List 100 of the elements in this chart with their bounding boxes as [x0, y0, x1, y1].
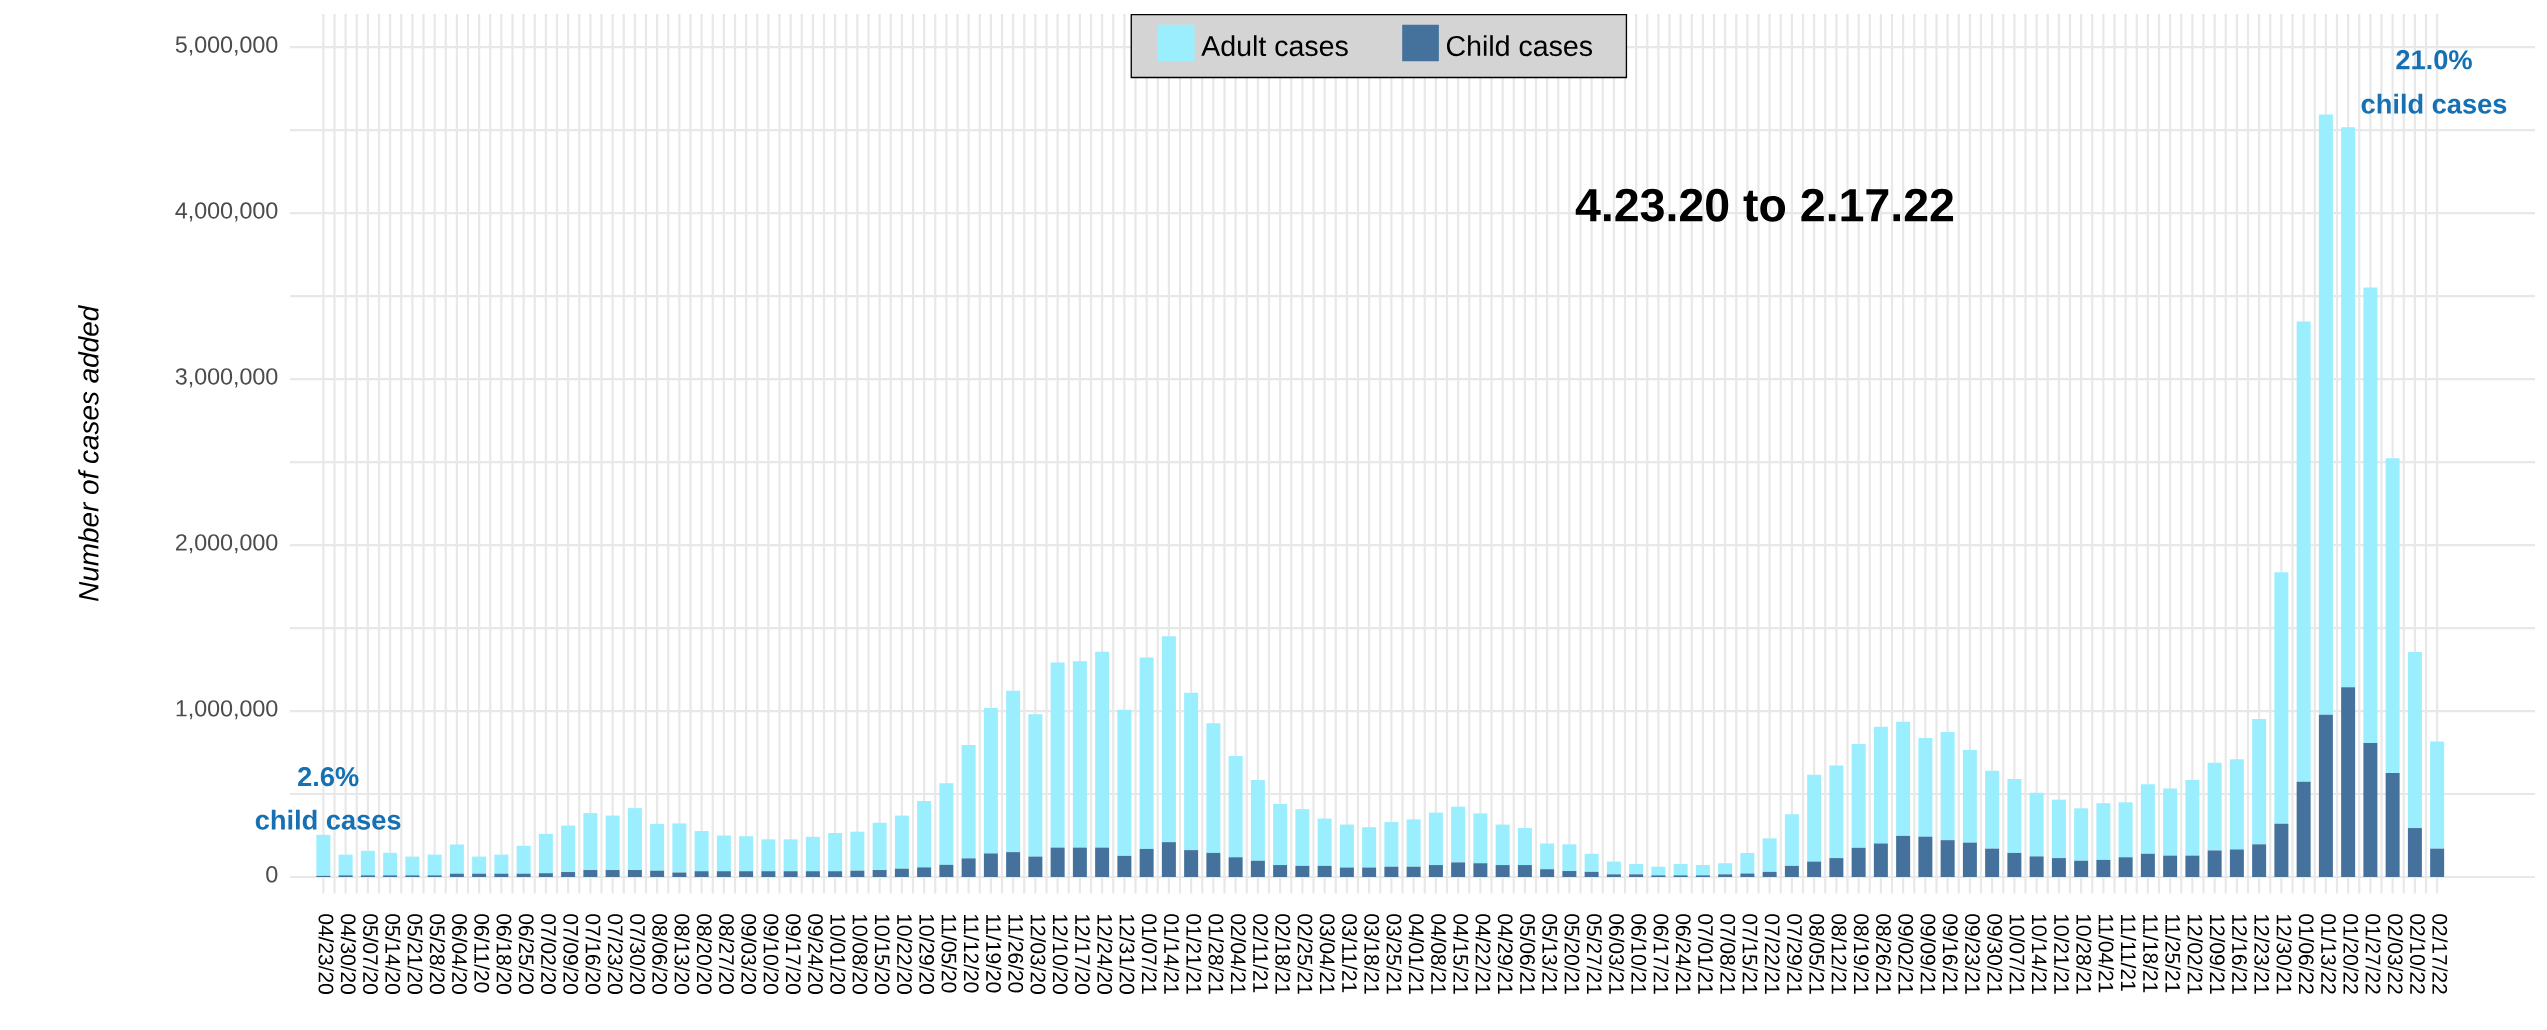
bar: [2096, 803, 2111, 860]
bar: [650, 823, 665, 871]
bar: [1139, 848, 1154, 878]
bar: [1428, 865, 1443, 878]
x-tick-label: 12/16/21: [2232, 914, 2248, 994]
bar: [2296, 321, 2311, 782]
x-tick-label: 11/19/20: [986, 914, 1002, 993]
bar: [1339, 867, 1354, 878]
bar: [2385, 773, 2400, 878]
bar: [1940, 840, 1955, 878]
bar: [2185, 855, 2200, 878]
x-tick-label: 10/14/21: [2031, 914, 2048, 994]
bar: [2096, 859, 2111, 878]
bar: [1228, 756, 1243, 858]
bar: [2318, 714, 2333, 878]
x-tick-label: 12/23/21: [2254, 914, 2270, 994]
bar: [316, 834, 331, 876]
bar: [2385, 458, 2400, 774]
bar: [2318, 114, 2333, 715]
x-tick-label: 10/21/21: [2054, 914, 2070, 994]
bar: [1851, 743, 1866, 848]
x-tick-label: 07/09/20: [563, 914, 579, 994]
bar: [2007, 852, 2022, 878]
x-tick-label: 11/11/21: [2120, 914, 2137, 991]
bar: [1517, 828, 1532, 866]
bar: [516, 845, 531, 874]
x-tick-label: 07/16/20: [585, 914, 601, 994]
x-tick-label: 06/04/20: [452, 914, 468, 994]
bar: [2252, 719, 2267, 845]
bar: [739, 871, 754, 878]
bar: [605, 870, 620, 878]
x-tick-label: 04/08/21: [1431, 914, 1447, 994]
bar: [561, 825, 576, 873]
bar: [1584, 853, 1599, 872]
x-tick-label: 07/23/20: [607, 914, 624, 994]
bar: [2407, 652, 2422, 829]
bar: [2163, 788, 2178, 856]
x-tick-label: 09/17/20: [785, 914, 802, 994]
bar: [1829, 858, 1844, 878]
x-tick-label: 11/25/21: [2165, 914, 2181, 993]
bar: [2296, 781, 2311, 878]
bar: [1295, 809, 1310, 866]
bar: [383, 852, 398, 876]
bar: [494, 854, 509, 874]
x-tick-label: 09/30/21: [1987, 914, 2003, 994]
x-tick-label: 01/06/22: [2298, 914, 2315, 994]
y-tick-label: 3,000,000: [175, 368, 278, 388]
x-tick-label: 12/03/20: [1030, 914, 1046, 994]
bar: [1740, 852, 1755, 874]
x-tick-label: 03/25/21: [1386, 914, 1402, 994]
x-tick-label: 05/14/20: [385, 914, 401, 994]
bar: [2341, 687, 2356, 878]
bar: [983, 707, 998, 854]
bar: [894, 815, 909, 869]
bar: [783, 839, 798, 872]
x-tick-label: 06/17/21: [1653, 914, 1669, 994]
x-tick-label: 05/13/21: [1542, 914, 1558, 994]
bar: [761, 839, 776, 872]
bar: [1495, 824, 1510, 866]
bar: [1339, 824, 1354, 868]
x-tick-label: 11/12/20: [963, 914, 980, 993]
bar: [2430, 848, 2445, 878]
x-tick-label: 10/22/20: [897, 914, 913, 994]
x-tick-label: 04/23/20: [318, 914, 334, 994]
bar: [1718, 874, 1733, 878]
y-tick-label: 1,000,000: [176, 700, 278, 720]
x-tick-label: 03/11/21: [1342, 914, 1358, 993]
x-tick-label: 07/08/21: [1720, 914, 1736, 994]
x-tick-label: 10/08/20: [852, 914, 868, 994]
bar: [1206, 723, 1221, 853]
bar: [1962, 842, 1977, 878]
bar: [1651, 866, 1666, 876]
x-tick-label: 01/07/21: [1141, 914, 1158, 994]
x-tick-label: 11/26/20: [1008, 914, 1024, 993]
bar: [1117, 709, 1132, 856]
x-tick-label: 12/10/20: [1052, 914, 1069, 994]
bar: [561, 872, 576, 878]
x-tick-label: 06/10/21: [1631, 914, 1647, 994]
bar: [850, 870, 865, 878]
bar: [1784, 814, 1799, 866]
bar: [1161, 842, 1176, 878]
bar: [672, 823, 687, 873]
bar: [1606, 861, 1621, 875]
annotation: child cases: [2361, 93, 2507, 114]
bar: [405, 856, 420, 876]
x-tick-label: 01/13/22: [2321, 914, 2337, 994]
bar: [983, 853, 998, 878]
x-tick-label: 06/25/20: [518, 914, 535, 994]
bar: [1784, 865, 1799, 878]
bar: [961, 744, 976, 859]
bar: [1807, 774, 1822, 862]
bar: [1184, 850, 1199, 878]
bar: [472, 856, 487, 874]
bar: [1273, 803, 1288, 866]
x-tick-label: 09/02/21: [1898, 914, 1914, 994]
bar: [917, 867, 932, 878]
bar: [605, 815, 620, 871]
bar: [2140, 784, 2155, 854]
bar: [1962, 749, 1977, 843]
bar: [1428, 812, 1443, 866]
